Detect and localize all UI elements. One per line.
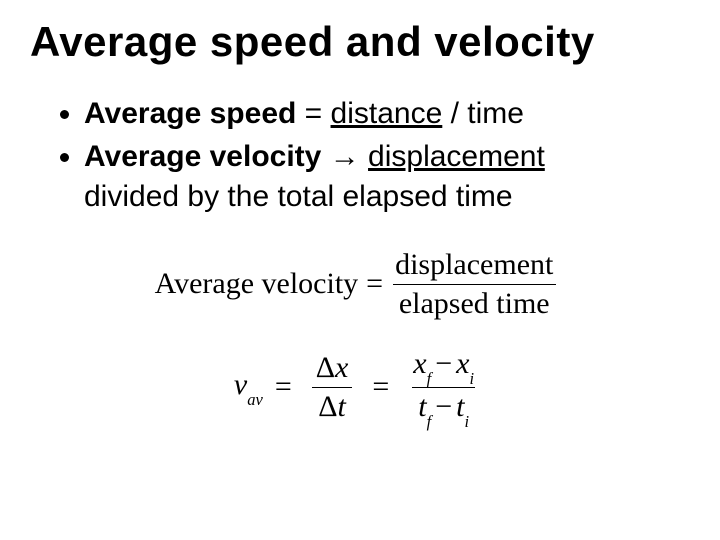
eq2-equals-1: = (275, 370, 292, 404)
bullet-1-eq: = (296, 97, 330, 130)
eq2-frac-1: Δx Δt (310, 351, 355, 424)
eq2-frac2-den: tf−ti (412, 387, 475, 428)
eq1-label: Average velocity (155, 267, 359, 301)
eq1-equals: = (366, 267, 383, 301)
bullet-1: Average speed = distance / time (84, 94, 690, 135)
bullet-2-lead: Average velocity (84, 140, 321, 173)
eq2-v: vav (234, 368, 263, 406)
bullet-list: Average speed = distance / time Average … (30, 94, 690, 218)
bullet-1-lead: Average speed (84, 97, 296, 130)
eq1-denominator: elapsed time (393, 284, 556, 321)
eq2-frac1-num: Δx (310, 351, 355, 387)
bullet-1-tail: / time (442, 97, 524, 130)
eq2-frac1-den: Δt (312, 387, 352, 424)
bullet-2: Average velocity → displacement divided … (84, 137, 690, 218)
eq2-frac2-num: xf−xi (407, 347, 480, 387)
equation-2: vav = Δx Δt = xf−xi tf−ti (30, 347, 690, 428)
eq2-frac-2: xf−xi tf−ti (407, 347, 480, 428)
slide: Average speed and velocity Average speed… (0, 0, 720, 438)
bullet-2-underline: displacement (368, 140, 545, 173)
equation-1: Average velocity = displacement elapsed … (30, 248, 690, 321)
bullet-2-line2: divided by the total elapsed time (84, 177, 690, 218)
bullet-1-underline: distance (331, 97, 443, 130)
eq1-fraction: displacement elapsed time (389, 248, 559, 321)
bullet-2-arrow: → (321, 140, 368, 173)
slide-title: Average speed and velocity (30, 18, 690, 66)
eq2-equals-2: = (372, 370, 389, 404)
eq1-numerator: displacement (389, 248, 559, 284)
